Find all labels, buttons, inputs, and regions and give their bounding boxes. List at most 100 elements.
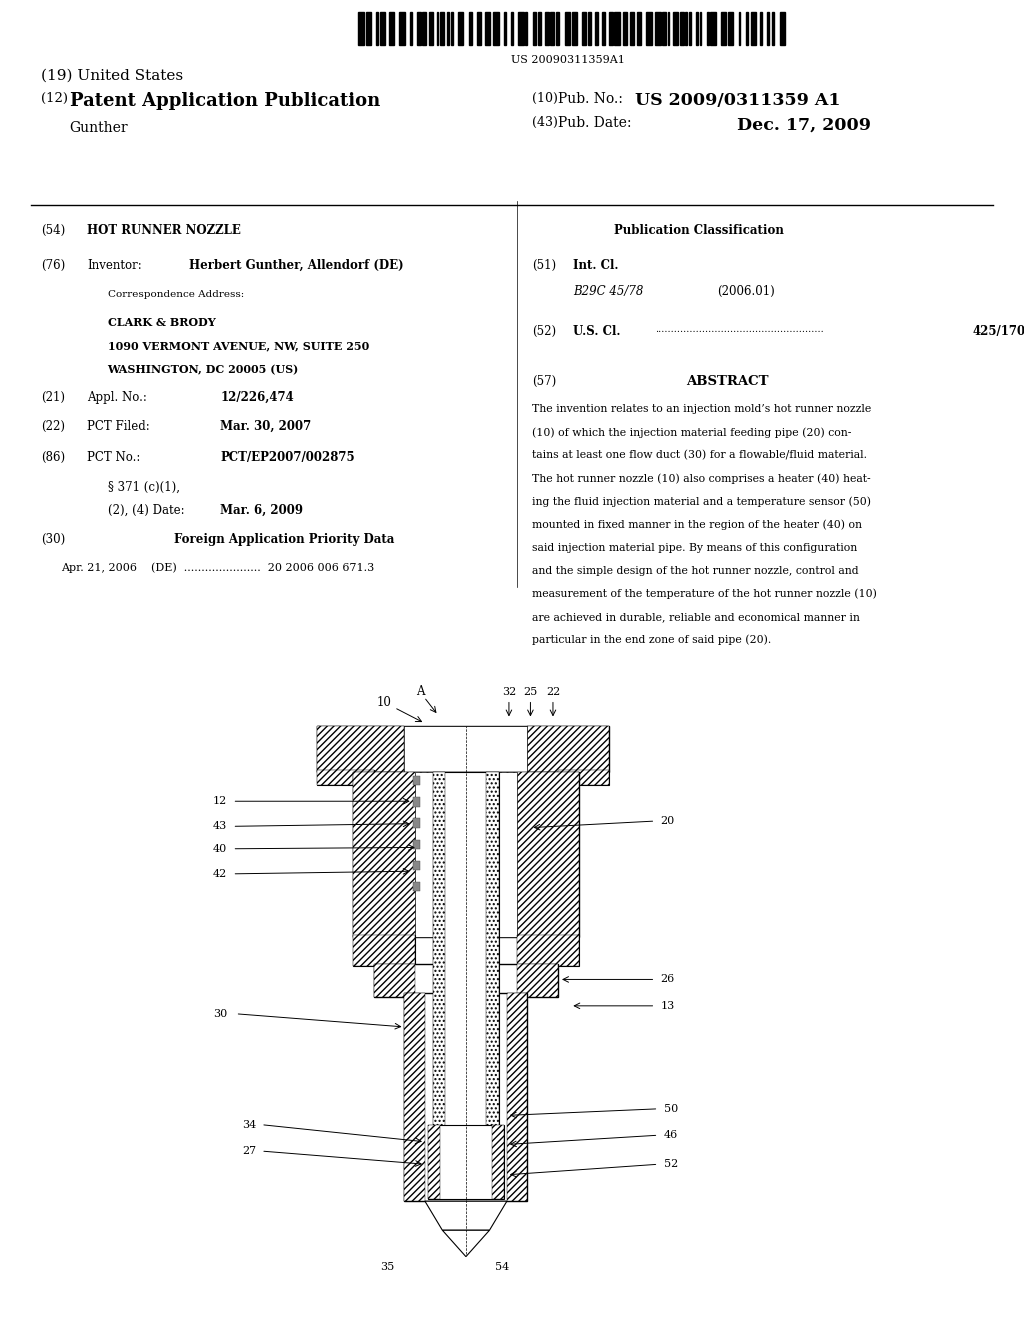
Bar [550,12,554,45]
Bar [602,12,605,45]
Text: Gunther: Gunther [70,121,128,136]
Bar [707,12,709,45]
FancyBboxPatch shape [527,726,609,772]
Bar [358,12,364,45]
Bar [518,12,523,45]
Text: 32: 32 [502,686,516,697]
Text: 30: 30 [213,1008,227,1019]
Text: 12: 12 [213,796,227,807]
Text: 50: 50 [664,1104,678,1114]
Bar [440,12,443,45]
Bar [376,12,378,45]
FancyBboxPatch shape [353,935,415,966]
Text: (54): (54) [41,224,66,238]
Text: PCT No.:: PCT No.: [87,451,140,465]
Text: (22): (22) [41,420,65,433]
Text: (30): (30) [41,533,66,546]
Bar [545,12,549,45]
Text: (2), (4) Date:: (2), (4) Date: [108,504,184,517]
Text: 46: 46 [664,1130,678,1140]
Bar [673,12,678,45]
Text: 25: 25 [523,686,538,697]
FancyBboxPatch shape [413,776,420,785]
Text: Pub. Date:: Pub. Date: [558,116,632,131]
Text: 40: 40 [213,843,227,854]
FancyBboxPatch shape [517,964,558,997]
Text: WASHINGTON, DC 20005 (US): WASHINGTON, DC 20005 (US) [108,364,299,375]
Text: 13: 13 [660,1001,675,1011]
Text: (52): (52) [532,325,557,338]
FancyBboxPatch shape [415,772,517,937]
Text: Correspondence Address:: Correspondence Address: [108,290,244,300]
Bar [738,12,740,45]
Text: US 2009/0311359 A1: US 2009/0311359 A1 [635,92,841,110]
Text: (76): (76) [41,259,66,272]
Bar [451,12,453,45]
Text: ......................................................: ........................................… [655,325,824,334]
Bar [646,12,651,45]
Text: 20: 20 [660,816,675,826]
Text: (10): (10) [532,92,558,106]
Text: 26: 26 [660,974,675,985]
Text: US 20090311359A1: US 20090311359A1 [511,55,626,66]
Bar [532,12,537,45]
Text: Pub. No.:: Pub. No.: [558,92,623,107]
Text: tains at least one flow duct (30) for a flowable/fluid material.: tains at least one flow duct (30) for a … [532,450,867,461]
Text: Int. Cl.: Int. Cl. [573,259,618,272]
Bar [680,12,684,45]
Text: (21): (21) [41,391,65,404]
Bar [422,12,426,45]
Bar [564,12,570,45]
Bar [366,12,371,45]
Text: are achieved in durable, reliable and economical manner in: are achieved in durable, reliable and ec… [532,612,860,622]
Bar [484,12,489,45]
Bar [696,12,697,45]
Bar [477,12,481,45]
Text: 27: 27 [242,1146,256,1156]
Text: mounted in fixed manner in the region of the heater (40) on: mounted in fixed manner in the region of… [532,520,862,531]
FancyBboxPatch shape [558,770,609,785]
Text: 22: 22 [546,686,560,697]
Bar [447,12,450,45]
Bar [752,12,757,45]
FancyBboxPatch shape [413,818,420,828]
Bar [767,12,769,45]
Bar [631,12,634,45]
Bar [504,12,506,45]
Bar [380,12,385,45]
Text: PCT Filed:: PCT Filed: [87,420,150,433]
Bar [399,12,404,45]
Text: Inventor:: Inventor: [87,259,141,272]
Text: (10) of which the injection material feeding pipe (20) con-: (10) of which the injection material fee… [532,428,852,438]
FancyBboxPatch shape [517,935,579,966]
Text: 52: 52 [664,1159,678,1170]
Text: particular in the end zone of said pipe (20).: particular in the end zone of said pipe … [532,635,772,645]
Bar [663,12,666,45]
Bar [436,12,438,45]
Text: 10: 10 [377,696,391,709]
FancyBboxPatch shape [413,840,420,849]
Text: (86): (86) [41,451,66,465]
Bar [595,12,598,45]
Polygon shape [425,1201,507,1230]
Bar [655,12,660,45]
Bar [779,12,785,45]
Bar [588,12,591,45]
FancyBboxPatch shape [507,993,527,1201]
FancyBboxPatch shape [428,1125,504,1199]
FancyBboxPatch shape [433,772,499,1148]
Text: Herbert Gunther, Allendorf (DE): Herbert Gunther, Allendorf (DE) [189,259,404,272]
Bar [614,12,620,45]
Text: CLARK & BRODY: CLARK & BRODY [108,317,215,327]
Text: Foreign Application Priority Data: Foreign Application Priority Data [174,533,394,546]
Bar [511,12,513,45]
Bar [469,12,472,45]
Text: Appl. No.:: Appl. No.: [87,391,146,404]
Text: 43: 43 [213,821,227,832]
Text: ABSTRACT: ABSTRACT [686,375,769,388]
Text: HOT RUNNER NOZZLE: HOT RUNNER NOZZLE [87,224,241,238]
Bar [571,12,577,45]
Bar [624,12,627,45]
Bar [429,12,433,45]
FancyBboxPatch shape [317,726,609,772]
